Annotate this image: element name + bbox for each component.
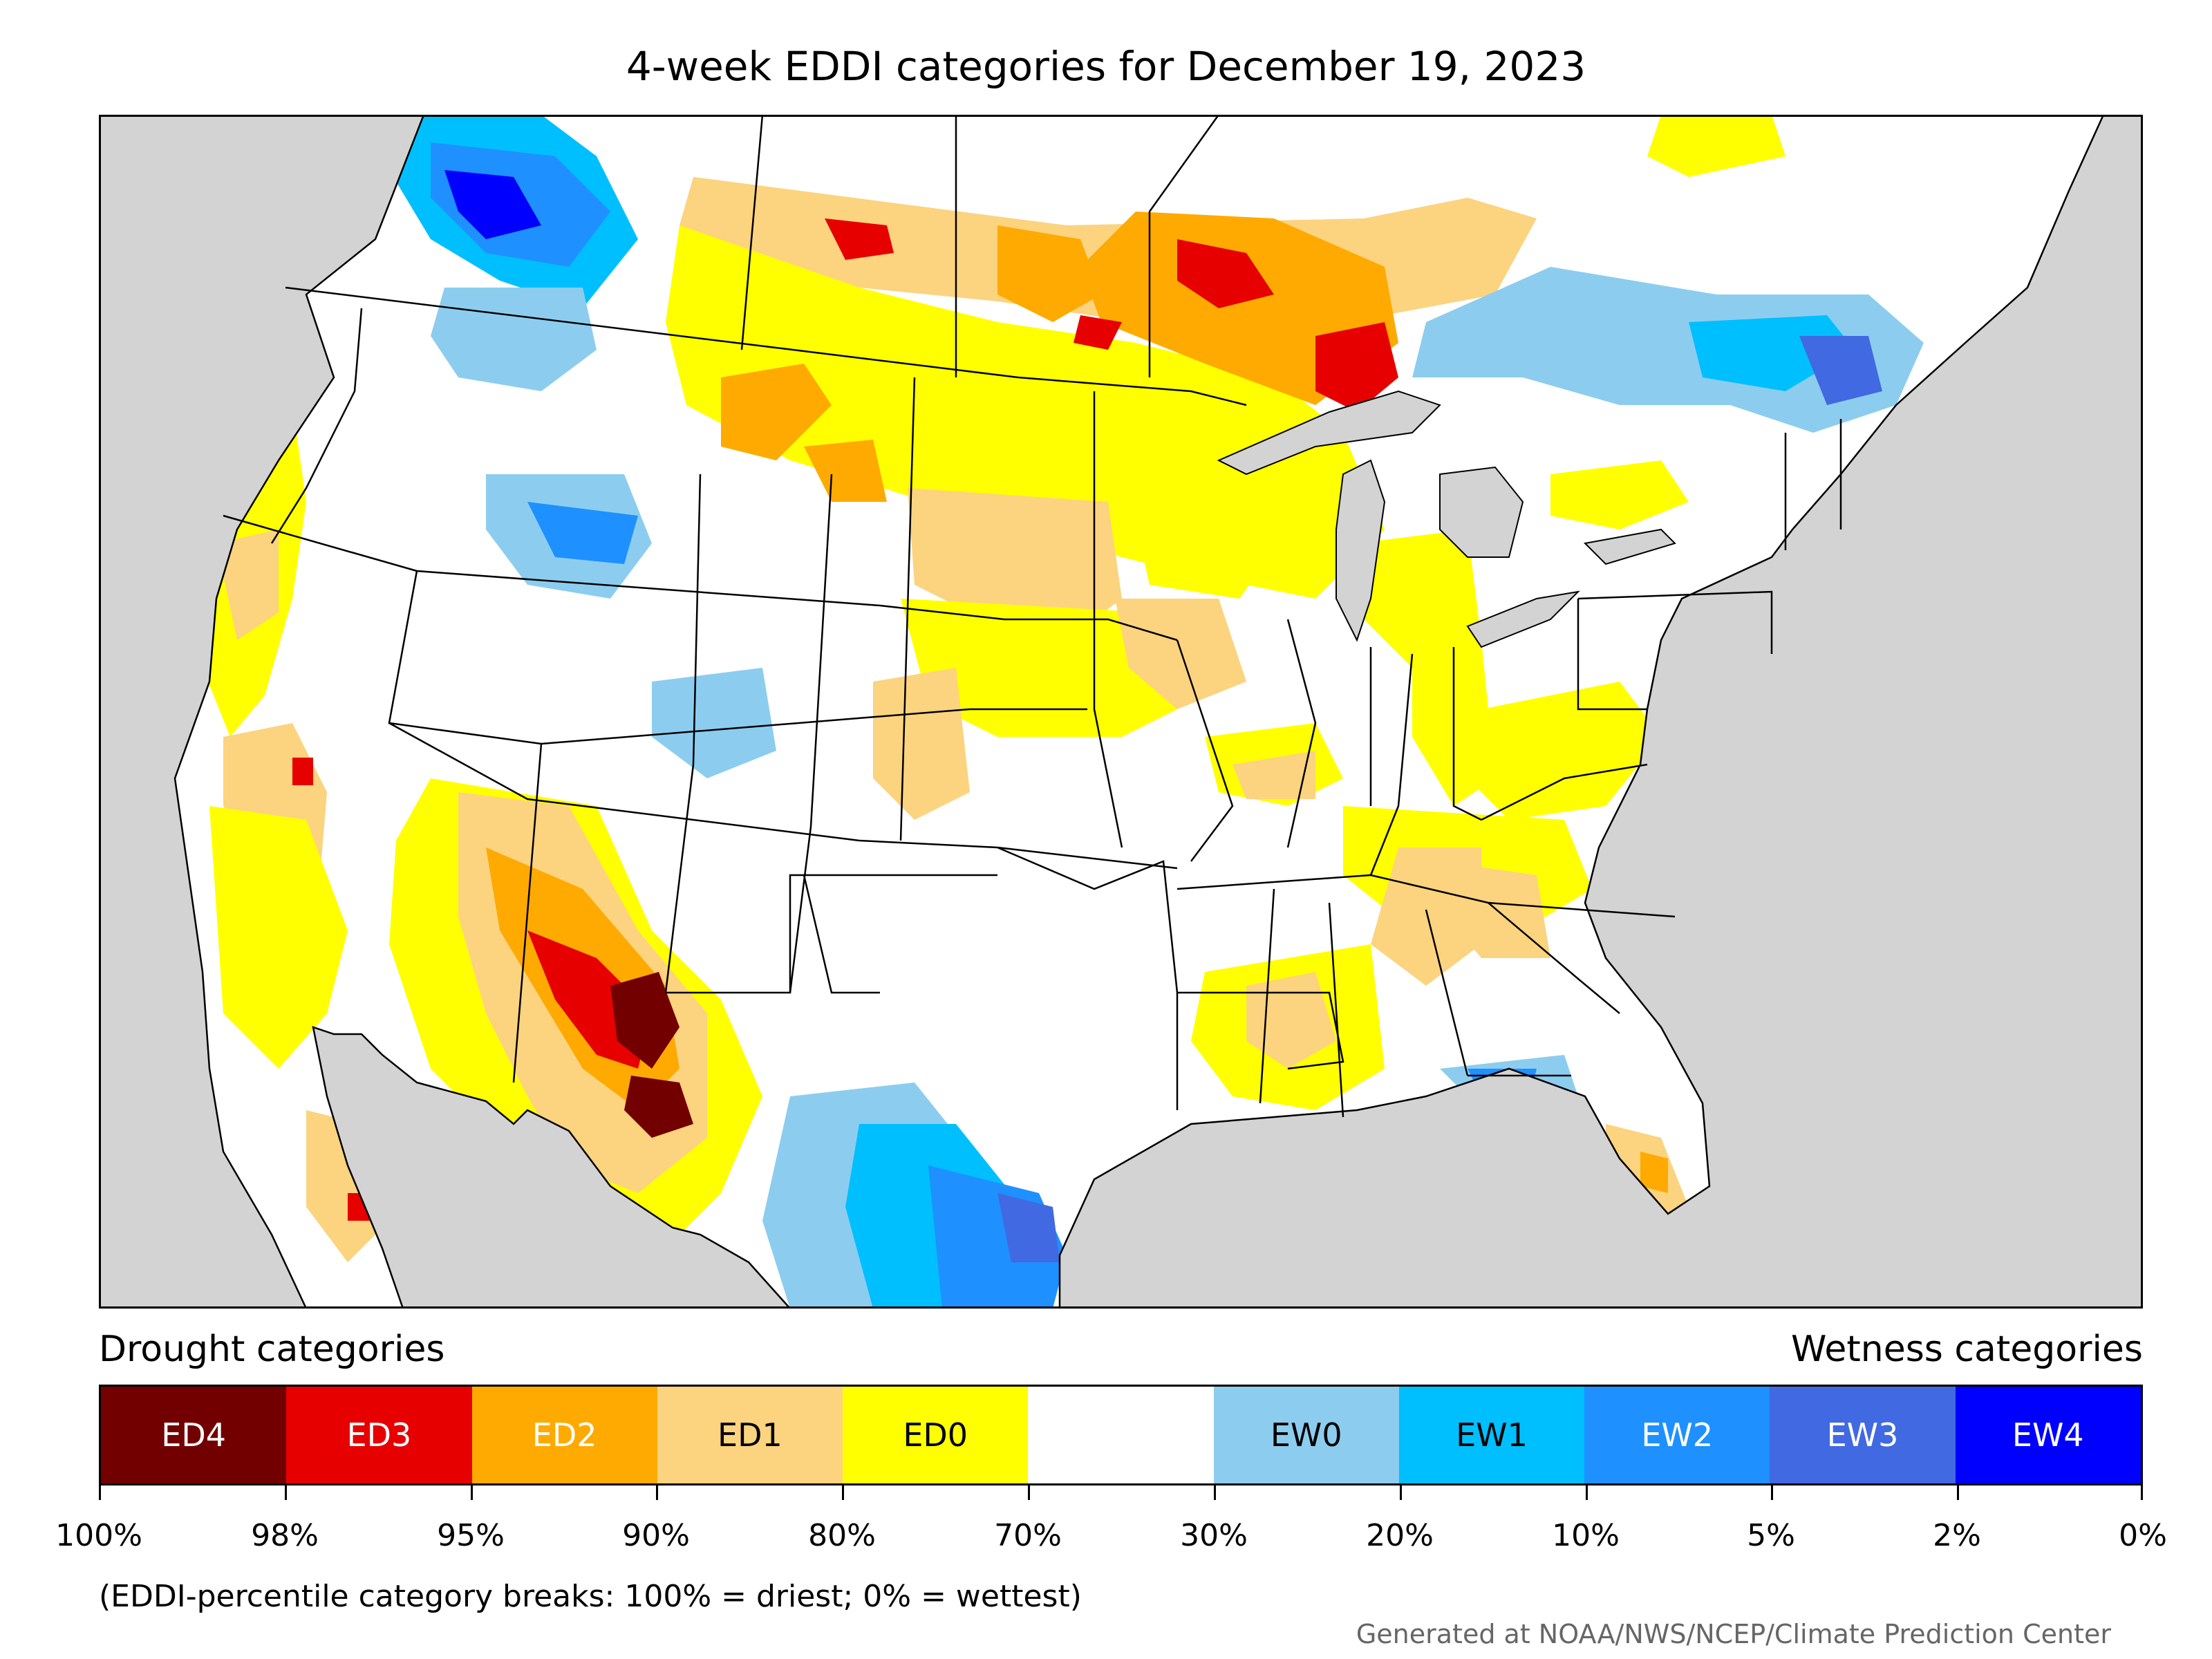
- colorbar-tick: [656, 1483, 658, 1500]
- colorbar-tick: [2141, 1483, 2143, 1500]
- category-colorbar: ED4 ED3 ED2 ED1 ED0 EW0 EW1 EW2 EW3 EW4: [99, 1385, 2143, 1485]
- colorbar-tick-label: 80%: [808, 1518, 876, 1553]
- patch-ew1: [1689, 315, 1855, 391]
- patch-ed4: [610, 972, 679, 1069]
- colorbar-tick-label: 5%: [1747, 1518, 1795, 1553]
- patch-ed1: [216, 529, 279, 640]
- great-lakes: [1217, 390, 1676, 648]
- colorbar-tick-labels: 100% 98% 95% 90% 80% 70% 30% 20% 10% 5% 2% 0%: [55, 1518, 2167, 1559]
- eddi-map: [99, 115, 2143, 1309]
- legend-cell-ew1: EW1: [1398, 1387, 1585, 1483]
- colorbar-tick: [471, 1483, 473, 1500]
- patch-ed0: [1647, 115, 1785, 177]
- eddi-category-patches: [203, 115, 1924, 1309]
- legend-cell-ed4: ED4: [101, 1387, 287, 1483]
- patch-ed3: [1315, 322, 1398, 412]
- patch-ed2: [804, 440, 887, 502]
- legend-cell-ed2: ED2: [471, 1387, 657, 1483]
- colorbar-tick: [842, 1483, 844, 1500]
- patch-ew2: [928, 1165, 1067, 1309]
- colorbar-tick: [285, 1483, 287, 1500]
- patch-ed3: [1177, 239, 1274, 308]
- legend-cell-ew2: EW2: [1584, 1387, 1770, 1483]
- patch-ed3: [825, 218, 894, 260]
- patch-ew4: [444, 170, 541, 239]
- patch-ew0: [652, 668, 776, 778]
- patch-ed0: [1122, 447, 1288, 599]
- legend-cell-ed0: ED0: [843, 1387, 1029, 1483]
- patch-ed0: [901, 599, 1177, 737]
- colorbar-tick: [1771, 1483, 1773, 1500]
- colorbar-tick-label: 100%: [55, 1518, 142, 1553]
- map-border: [99, 115, 2143, 1309]
- patch-ed0: [1468, 682, 1661, 820]
- colorbar-tick-label: 90%: [622, 1518, 690, 1553]
- colorbar-tick-label: 30%: [1180, 1518, 1248, 1553]
- map-title: 4-week EDDI categories for December 19, …: [626, 43, 1586, 90]
- colorbar-tick-label: 70%: [994, 1518, 1062, 1553]
- credit-text: Generated at NOAA/NWS/NCEP/Climate Predi…: [1356, 1619, 2111, 1649]
- colorbar-tick-label: 2%: [1933, 1518, 1981, 1553]
- patch-ed4: [624, 1076, 693, 1138]
- patch-ed2: [997, 225, 1101, 322]
- colorbar-tick-label: 20%: [1366, 1518, 1434, 1553]
- patch-ed0: [209, 806, 348, 1069]
- legend-cell-ed3: ED3: [286, 1387, 472, 1483]
- colorbar-tick-label: 95%: [437, 1518, 505, 1553]
- patch-ed1: [1115, 599, 1246, 709]
- drought-heading: Drought categories: [99, 1329, 445, 1370]
- colorbar-ticks: [99, 1483, 2143, 1504]
- legend-cell-ew0: EW0: [1213, 1387, 1399, 1483]
- patch-ed0: [1357, 529, 1481, 668]
- patch-ew0: [431, 288, 597, 391]
- category-note: (EDDI-percentile category breaks: 100% =…: [99, 1579, 1082, 1614]
- colorbar-tick-label: 10%: [1552, 1518, 1620, 1553]
- colorbar-tick: [1400, 1483, 1402, 1500]
- wetness-heading: Wetness categories: [1791, 1329, 2143, 1370]
- legend-cell-ew3: EW3: [1770, 1387, 1956, 1483]
- colorbar-tick: [99, 1483, 101, 1500]
- patch-ed2: [721, 364, 832, 460]
- patch-ed2: [1640, 1152, 1668, 1193]
- legend-cell-normal: [1028, 1387, 1214, 1483]
- patch-ed1: [1232, 751, 1315, 799]
- colorbar-tick-label: 0%: [2119, 1518, 2167, 1553]
- legend-cell-ew4: EW4: [1955, 1387, 2141, 1483]
- colorbar-tick: [1028, 1483, 1030, 1500]
- colorbar-tick: [1957, 1483, 1959, 1500]
- state-boundaries: [223, 115, 1842, 1118]
- patch-ed3: [292, 758, 313, 785]
- patch-ed1: [1246, 972, 1336, 1069]
- patch-ew0: [1412, 267, 1924, 433]
- patch-ed1: [873, 668, 970, 820]
- patch-ew2: [527, 502, 638, 564]
- coastline: [174, 115, 2105, 1309]
- legend-cell-ed1: ED1: [657, 1387, 843, 1483]
- patch-ed0: [1550, 460, 1689, 529]
- patch-ew3: [1799, 336, 1882, 405]
- colorbar-tick-label: 98%: [251, 1518, 319, 1553]
- colorbar-tick: [1586, 1483, 1588, 1500]
- colorbar-tick: [1214, 1483, 1216, 1500]
- patch-ed3: [1074, 315, 1122, 350]
- patch-ew3: [997, 1193, 1060, 1262]
